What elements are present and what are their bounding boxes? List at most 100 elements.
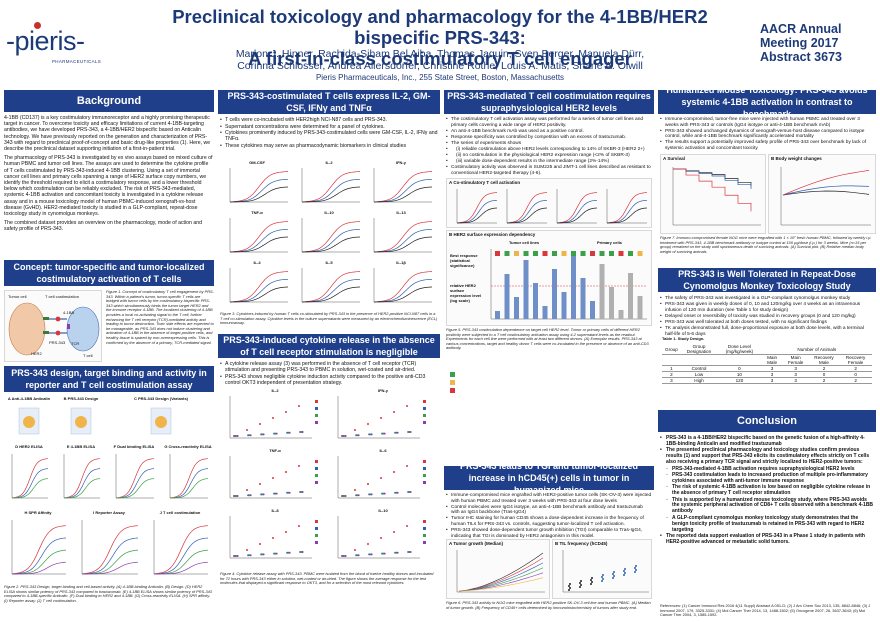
table-cell: 3 — [782, 377, 809, 384]
tumor-growth-line — [458, 557, 544, 592]
design-heading: PRS-343 design, target binding and activ… — [4, 366, 214, 392]
her2-level-bar — [618, 310, 624, 319]
release-data-point — [236, 555, 239, 557]
design-series-line — [82, 561, 139, 575]
release-data-point — [396, 431, 399, 434]
design-series-line — [11, 478, 49, 499]
table-cell: 3 — [761, 365, 783, 372]
table-cell: 2 — [662, 371, 681, 378]
mouse-tox-bullets: Immune-compromised, tumor-free mice were… — [660, 117, 874, 152]
design-series-line — [12, 549, 67, 575]
table-subheader-cell: Recovery Female — [839, 354, 872, 366]
her2a-series-line — [506, 192, 548, 224]
table-cell: 3 — [761, 371, 783, 378]
her2a-series-line — [456, 207, 498, 224]
concept-caption: Figure 1. Concept of costimulatory T cel… — [106, 290, 214, 345]
design-series-line — [11, 458, 49, 499]
table-cell: 3 — [662, 377, 681, 384]
her2-level-bar — [533, 283, 538, 319]
cytokine-series-line — [301, 236, 361, 253]
response-marker — [637, 251, 643, 256]
release-data-point — [344, 435, 347, 437]
conclusion-heading: Conclusion — [658, 410, 876, 432]
table-cell: 2 — [808, 377, 840, 384]
bodyweight-panel: B Body weight changes — [768, 154, 876, 234]
mini-plot: IL-10 — [330, 508, 436, 566]
survival-panel: A Survival — [660, 154, 766, 234]
her2-panel-b-plot — [490, 249, 647, 320]
title-line-1: Preclinical toxicology and pharmacology … — [172, 6, 708, 48]
mini-plot-title: IL-4 — [253, 260, 261, 265]
mini-plot-svg — [337, 396, 426, 439]
her2-caption: Figure 5. PRS-343 costimulation dependen… — [446, 328, 649, 351]
legend-swatch — [423, 527, 426, 530]
release-data-point — [275, 432, 278, 435]
authors-line-2: Corinna Schlosser, Andrea Allersdorfer, … — [237, 60, 643, 72]
mini-plot-svg — [337, 456, 426, 499]
response-marker — [571, 251, 576, 256]
mouse-tox-bullet: PRS-343 showed unchanged dynamics of xen… — [660, 129, 874, 140]
cytokine-series-line — [301, 286, 361, 303]
cytokine-bullets: T cells were co-incubated with HER2high … — [220, 117, 438, 149]
anticalin-icon — [23, 416, 35, 428]
her2a-series-line — [556, 192, 598, 224]
mini-plot: IL-10 — [294, 210, 364, 258]
meeting-line-3: Abstract 3673 — [760, 50, 842, 64]
tgi-heading: PRS-343 leads to TGI and tumor-localized… — [444, 461, 654, 495]
til-data-point — [569, 587, 571, 589]
tgi-panel-a-title: A Tumor growth (Median) — [449, 541, 503, 546]
cytokine-series-line — [229, 221, 289, 253]
table-cell: 0 — [808, 371, 840, 378]
her2-bullet: The series of experiments shows — [446, 141, 652, 147]
response-marker — [523, 251, 529, 256]
table-header-cell: Dose Level (mg/kg/week) — [717, 344, 762, 355]
til-data-point — [601, 576, 603, 578]
cytokine-series-line — [373, 228, 433, 253]
authors-line-1: Marlon J. Hinner, Rachida-Siham Bel Aiba… — [235, 48, 645, 60]
monkey-bullet: PRS-343 was given in weekly doses of 0, … — [660, 302, 874, 313]
tgi-bullet: Tumor IHC staining for human CD45 shows … — [446, 516, 652, 527]
design-series-line — [153, 537, 209, 575]
til-data-point — [602, 578, 604, 580]
response-marker — [609, 251, 614, 256]
cytokine-series-line — [373, 171, 433, 203]
release-data-point — [380, 477, 382, 479]
concept-label-her2: HER2 — [31, 351, 42, 356]
conclusion-list: PRS-343 is a 4-1BB/HER2 bispecific based… — [660, 435, 874, 546]
mini-plot: IL-2 — [222, 388, 328, 446]
mini-plot: I Reporter Assay — [74, 510, 144, 582]
legend-swatch — [423, 474, 426, 477]
monkey-bullet: Delayed onset or reversibility of toxici… — [660, 314, 874, 320]
response-marker — [542, 251, 548, 256]
mini-plot-svg — [229, 268, 289, 303]
mini-plot-svg — [11, 520, 67, 575]
background-heading: Background — [4, 90, 214, 112]
design-series-line — [115, 468, 155, 499]
her2-bullet: (iii) variable dose-dependent results in… — [446, 159, 652, 165]
logo-dot-icon — [34, 22, 41, 29]
mini-plot-title: I Reporter Assay — [93, 510, 125, 515]
til-data-point — [569, 583, 571, 585]
tgi-bullet: PRS-343 showed dose-dependent tumor grow… — [446, 528, 652, 539]
til-data-point — [613, 575, 615, 577]
monkey-bullet: TK analysis demonstrated full, dose-prop… — [660, 326, 874, 337]
table-cell: 3 — [782, 371, 809, 378]
her2a-series-line — [506, 199, 548, 224]
mini-plot-title: IL-10 — [324, 210, 334, 215]
mini-plot-title: IL-10 — [378, 508, 388, 513]
her2a-series-line — [456, 199, 498, 224]
her2a-series-line — [556, 207, 598, 224]
mouse-tox-caption: Figure 7. Immuno-compromised female NOG … — [660, 236, 872, 254]
institution: Pieris Pharmaceuticals, Inc., 255 State … — [315, 73, 565, 82]
mini-plot: E 4-1BB ELISA — [56, 444, 106, 506]
table-cell: 1 — [662, 365, 681, 372]
legend-swatch — [423, 407, 426, 410]
mouse-tox-bullet: Immune-compromised, tumor-free mice were… — [660, 117, 874, 128]
til-data-point — [590, 579, 592, 581]
cytokine-series-line — [301, 178, 361, 203]
anticalin-icon — [155, 416, 167, 428]
table-cell: 0 — [839, 371, 872, 378]
design-series-line — [154, 549, 209, 575]
table-cell: 10 — [717, 371, 762, 378]
mini-plot: H SPR Affinity — [4, 510, 72, 582]
